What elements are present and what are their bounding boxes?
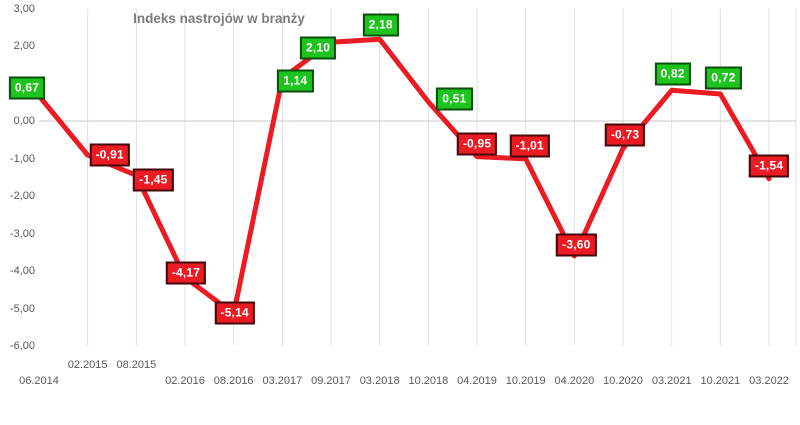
x-axis-tick: 02.2016 bbox=[165, 375, 205, 387]
x-axis-tick: 10.2018 bbox=[408, 375, 449, 387]
y-axis-tick: -1,00 bbox=[9, 152, 35, 165]
x-axis-tick: 03.2021 bbox=[651, 375, 692, 387]
y-axis-tick: -4,00 bbox=[9, 265, 35, 277]
x-axis-tick: 04.2019 bbox=[457, 375, 497, 387]
data-label: -1,54 bbox=[748, 154, 790, 178]
data-label: 0,72 bbox=[705, 66, 742, 90]
data-label: -0,91 bbox=[89, 143, 130, 167]
data-label: -4,17 bbox=[165, 261, 207, 285]
x-axis-tick: 06.2014 bbox=[19, 375, 59, 387]
data-label: 0,67 bbox=[8, 76, 46, 100]
x-axis-tick: 10.2021 bbox=[700, 375, 741, 387]
data-label: -1,45 bbox=[133, 168, 174, 192]
data-label: -0,95 bbox=[456, 132, 498, 156]
data-label: 2,10 bbox=[299, 36, 337, 60]
y-axis-tick: -5,00 bbox=[9, 302, 35, 315]
x-axis-tick: 03.2022 bbox=[749, 375, 789, 387]
x-axis-tick: 10.2019 bbox=[505, 375, 546, 387]
data-label: 0,51 bbox=[436, 87, 473, 111]
x-axis-tick: 08.2016 bbox=[213, 375, 254, 387]
x-axis-tick: 09.2017 bbox=[311, 375, 351, 387]
x-axis-tick: 02.2015 bbox=[67, 359, 108, 371]
y-axis-tick: -3,00 bbox=[9, 227, 35, 240]
x-axis-tick: 10.2020 bbox=[603, 375, 643, 387]
data-label: 1,14 bbox=[277, 69, 314, 93]
data-label: 2,18 bbox=[362, 13, 399, 37]
y-axis-tick: -6,00 bbox=[9, 340, 35, 352]
x-axis-tick: 08.2015 bbox=[116, 359, 157, 371]
x-axis-tick: 03.2018 bbox=[359, 375, 400, 387]
y-axis-tick: 2,00 bbox=[13, 40, 35, 52]
data-label: -0,73 bbox=[604, 123, 646, 147]
chart-title: Indeks nastrojów w branży bbox=[133, 11, 305, 26]
y-axis-tick: -2,00 bbox=[9, 190, 35, 202]
series-line bbox=[36, 36, 772, 317]
y-axis-tick: 3,00 bbox=[13, 2, 35, 15]
data-label: 0,82 bbox=[654, 62, 691, 86]
data-label: -3,60 bbox=[556, 233, 597, 257]
data-label: -5,14 bbox=[214, 301, 255, 325]
y-axis-tick: 0,00 bbox=[13, 115, 35, 127]
data-label: -1,01 bbox=[509, 134, 550, 158]
x-axis-tick: 04.2020 bbox=[554, 375, 595, 387]
x-axis-tick: 03.2017 bbox=[262, 375, 303, 387]
